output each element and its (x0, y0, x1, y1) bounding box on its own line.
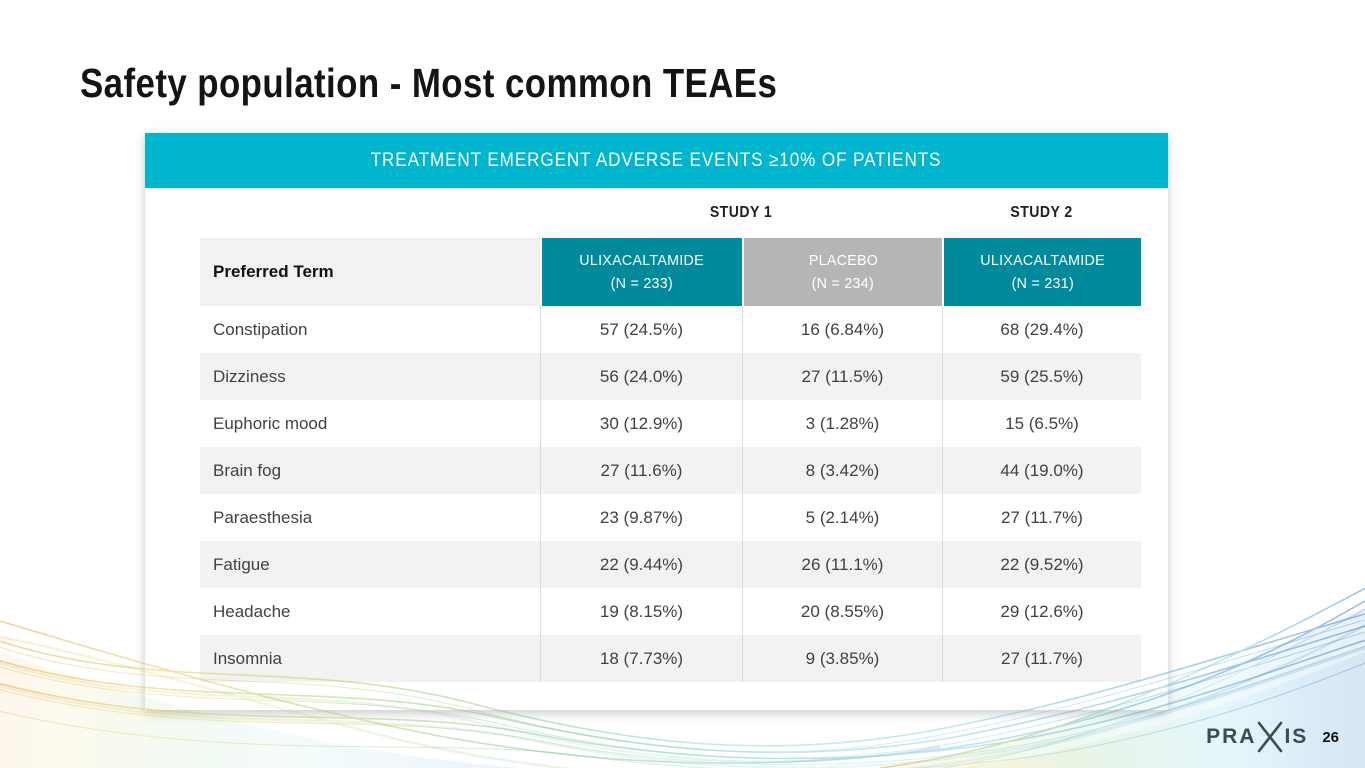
study1-placebo-value: 8 (3.42%) (742, 447, 942, 494)
study1-ulixacaltamide-value: 27 (11.6%) (540, 447, 742, 494)
study2-ulixacaltamide-value: 22 (9.52%) (942, 541, 1141, 588)
praxis-logo-text-left: PRA (1206, 725, 1257, 748)
study2-ulixacaltamide-value: 68 (29.4%) (942, 306, 1141, 353)
study2-ulixacaltamide-value: 27 (11.7%) (942, 635, 1141, 682)
column-label: ULIXACALTAMIDE (579, 251, 705, 269)
study1-placebo-value: 5 (2.14%) (742, 494, 942, 541)
study-group-row: STUDY 1 STUDY 2 (200, 188, 1141, 238)
page-title: Safety population - Most common TEAEs (80, 60, 778, 106)
table-header-row: Preferred Term ULIXACALTAMIDE (N = 233) … (200, 238, 1141, 306)
study2-ulixacaltamide-value: 27 (11.7%) (942, 494, 1141, 541)
study2-ulixacaltamide-value: 15 (6.5%) (942, 400, 1141, 447)
teae-table-card: TREATMENT EMERGENT ADVERSE EVENTS ≥10% O… (145, 133, 1168, 710)
page-number: 26 (1322, 728, 1339, 746)
study2-ulixacaltamide-header: ULIXACALTAMIDE (N = 231) (942, 238, 1141, 306)
study1-ulixacaltamide-value: 30 (12.9%) (540, 400, 742, 447)
study2-ulixacaltamide-value: 44 (19.0%) (942, 447, 1141, 494)
column-n: (N = 234) (811, 275, 875, 292)
praxis-logo: PRA IS (1206, 721, 1308, 753)
table-row: Fatigue 22 (9.44%) 26 (11.1%) 22 (9.52%) (200, 541, 1141, 588)
table-title-text: TREATMENT EMERGENT ADVERSE EVENTS ≥10% O… (371, 149, 942, 171)
table-row: Paraesthesia 23 (9.87%) 5 (2.14%) 27 (11… (200, 494, 1141, 541)
column-label: PLACEBO (808, 251, 878, 269)
teae-table: STUDY 1 STUDY 2 Preferred Term ULIXACALT… (200, 188, 1141, 682)
column-n: (N = 233) (610, 275, 674, 292)
table-row: Dizziness 56 (24.0%) 27 (11.5%) 59 (25.5… (200, 353, 1141, 400)
table-row: Euphoric mood 30 (12.9%) 3 (1.28%) 15 (6… (200, 400, 1141, 447)
study1-ulixacaltamide-value: 19 (8.15%) (540, 588, 742, 635)
study-1-label: STUDY 1 (709, 204, 773, 221)
column-n: (N = 231) (1011, 275, 1074, 292)
study1-ulixacaltamide-value: 56 (24.0%) (540, 353, 742, 400)
study1-placebo-value: 27 (11.5%) (742, 353, 942, 400)
study1-placebo-value: 16 (6.84%) (742, 306, 942, 353)
study1-ulixacaltamide-value: 23 (9.87%) (540, 494, 742, 541)
study1-ulixacaltamide-value: 18 (7.73%) (540, 635, 742, 682)
study1-ulixacaltamide-value: 57 (24.5%) (540, 306, 742, 353)
study1-placebo-value: 9 (3.85%) (742, 635, 942, 682)
table-row: Constipation 57 (24.5%) 16 (6.84%) 68 (2… (200, 306, 1141, 353)
study-2-label: STUDY 2 (1010, 204, 1073, 221)
study1-placebo-value: 26 (11.1%) (742, 541, 942, 588)
preferred-term-cell: Dizziness (213, 366, 286, 386)
study1-placebo-value: 20 (8.55%) (742, 588, 942, 635)
preferred-term-cell: Paraesthesia (213, 507, 313, 527)
table-row: Brain fog 27 (11.6%) 8 (3.42%) 44 (19.0%… (200, 447, 1141, 494)
study2-ulixacaltamide-value: 59 (25.5%) (942, 353, 1141, 400)
study1-placebo-value: 3 (1.28%) (742, 400, 942, 447)
preferred-term-cell: Constipation (213, 319, 308, 339)
table-title-banner: TREATMENT EMERGENT ADVERSE EVENTS ≥10% O… (145, 133, 1168, 188)
slide-footer: PRA IS 26 (1206, 721, 1339, 753)
preferred-term-cell: Brain fog (213, 460, 282, 480)
study1-ulixacaltamide-header: ULIXACALTAMIDE (N = 233) (540, 238, 742, 306)
table-row: Headache 19 (8.15%) 20 (8.55%) 29 (12.6%… (200, 588, 1141, 635)
preferred-term-cell: Insomnia (213, 648, 282, 668)
praxis-logo-text-right: IS (1284, 725, 1309, 748)
study1-ulixacaltamide-value: 22 (9.44%) (540, 541, 742, 588)
praxis-logo-x-icon (1258, 721, 1283, 753)
column-label: ULIXACALTAMIDE (980, 251, 1105, 269)
table-row: Insomnia 18 (7.73%) 9 (3.85%) 27 (11.7%) (200, 635, 1141, 682)
preferred-term-cell: Fatigue (213, 554, 270, 574)
study2-ulixacaltamide-value: 29 (12.6%) (942, 588, 1141, 635)
preferred-term-cell: Headache (213, 601, 291, 621)
study1-placebo-header: PLACEBO (N = 234) (742, 238, 942, 306)
preferred-term-header: Preferred Term (200, 238, 540, 306)
preferred-term-cell: Euphoric mood (213, 413, 328, 433)
